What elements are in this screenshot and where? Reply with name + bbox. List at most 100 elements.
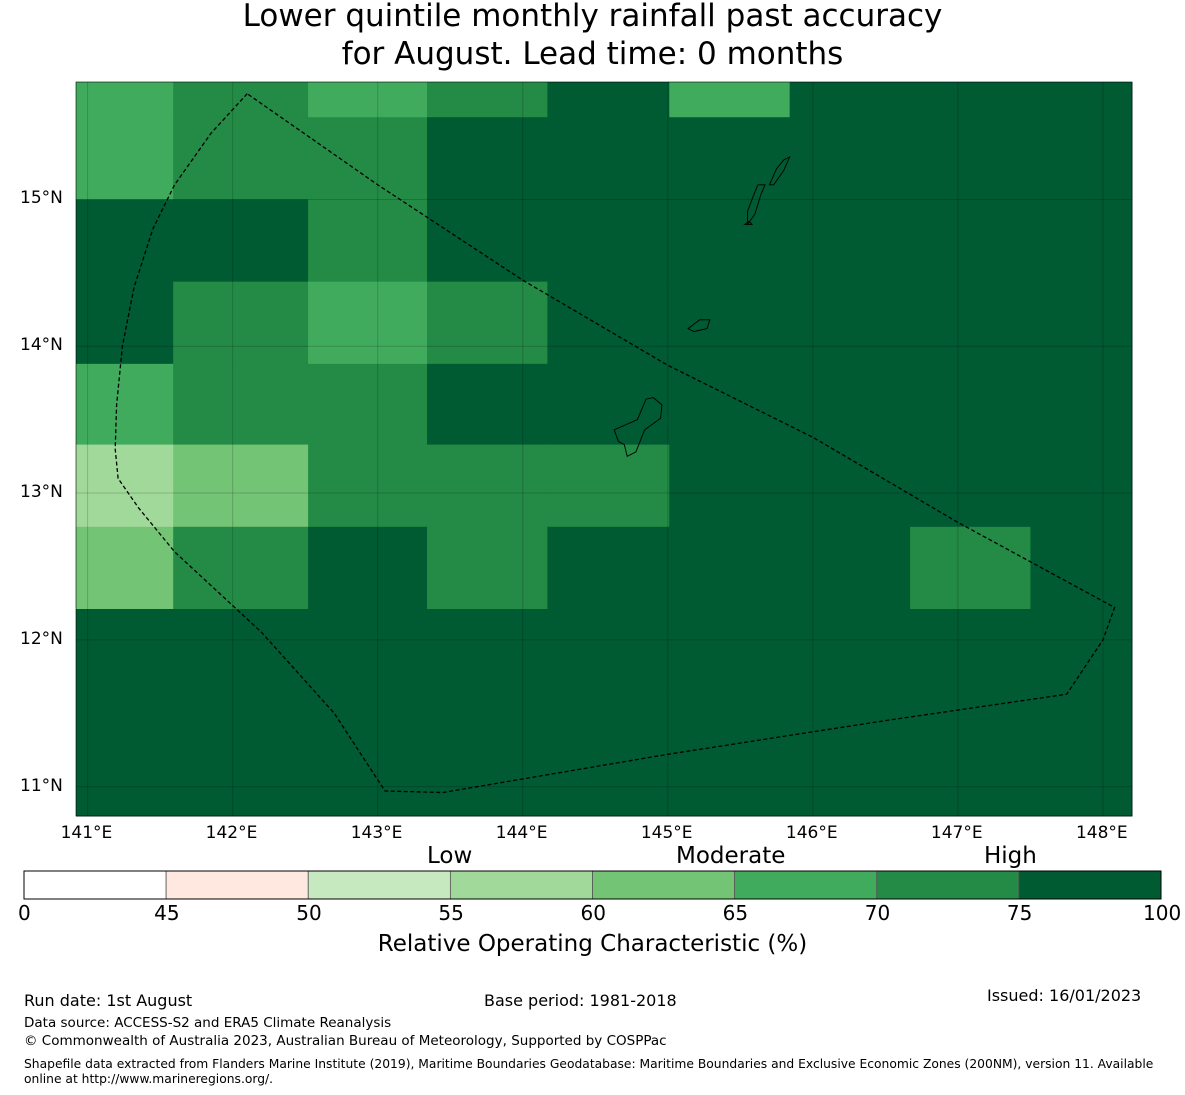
colorbar-tick: 0	[18, 901, 31, 925]
lat-label: 13°N	[20, 482, 63, 503]
grid-cell	[547, 363, 670, 446]
lat-label: 11°N	[20, 775, 63, 796]
grid-cell	[173, 526, 309, 610]
grid-cell	[173, 281, 309, 365]
grid-cell	[173, 199, 309, 283]
grid-cell	[789, 199, 911, 283]
colorbar-tick: 100	[1143, 901, 1182, 925]
grid-cell	[789, 773, 911, 817]
grid-cell	[308, 363, 428, 446]
grid-cell	[547, 609, 670, 692]
grid-cell	[1030, 281, 1133, 365]
grid-cell	[76, 609, 174, 692]
island-outline	[613, 397, 663, 457]
grid-cell	[547, 117, 670, 200]
island-outline	[687, 319, 711, 333]
grid-cell	[669, 117, 791, 200]
grid-cell	[308, 773, 428, 817]
grid-cell	[1030, 117, 1133, 200]
grid-cell	[173, 609, 309, 692]
grid-cell	[427, 281, 548, 365]
lon-label: 143°E	[350, 823, 403, 843]
grid-cell	[308, 691, 428, 774]
eez-boundary-line	[114, 93, 1116, 794]
grid-cell	[308, 82, 428, 118]
lon-label: 147°E	[930, 823, 983, 843]
colorbar-segment	[449, 870, 593, 900]
grid-cell	[789, 526, 911, 610]
issued-date: Issued: 16/01/2023	[987, 986, 1142, 1005]
colorbar-frame	[23, 870, 1162, 900]
grid-cell	[910, 609, 1031, 692]
grid-cell	[308, 281, 428, 365]
grid-cell	[910, 773, 1031, 817]
colorbar-tick: 60	[580, 901, 606, 925]
lon-label: 146°E	[785, 823, 838, 843]
island-outlines	[613, 155, 791, 457]
grid-cell	[669, 363, 791, 446]
map-frame	[75, 81, 1133, 817]
category-low: Low	[427, 843, 473, 869]
category-moderate: Moderate	[676, 843, 786, 869]
grid-cell	[910, 199, 1031, 283]
grid-cell	[76, 773, 174, 817]
grid-cell	[427, 691, 548, 774]
lon-label: 148°E	[1075, 823, 1128, 843]
lat-label: 15°N	[20, 188, 63, 209]
category-high: High	[984, 843, 1037, 869]
grid-cell	[173, 363, 309, 446]
grid-cell	[669, 609, 791, 692]
colorbar-segment	[592, 870, 736, 900]
colorbar-tick: 75	[1006, 901, 1033, 925]
grid-cell	[427, 444, 548, 528]
grid-cell	[308, 526, 428, 610]
island-outline	[747, 184, 766, 226]
grid-cell	[910, 444, 1031, 528]
chart-title-line2: for August. Lead time: 0 months	[341, 36, 844, 72]
grid-cell	[789, 691, 911, 774]
chart-title-line1: Lower quintile monthly rainfall past acc…	[242, 0, 943, 34]
grid-cell	[789, 117, 911, 200]
data-source: Data source: ACCESS-S2 and ERA5 Climate …	[24, 1015, 392, 1031]
colorbar-tick: 45	[154, 901, 180, 925]
grid-cell	[76, 363, 174, 446]
grid-cell	[789, 609, 911, 692]
grid-cell	[427, 82, 548, 118]
grid-cell	[76, 281, 174, 365]
grid-cell	[173, 773, 309, 817]
island-outline	[768, 155, 791, 186]
grid-cell	[76, 117, 174, 200]
lon-label: 145°E	[640, 823, 693, 843]
run-date: Run date: 1st August	[24, 991, 193, 1010]
grid-cell	[669, 281, 791, 365]
grid-cell	[910, 281, 1031, 365]
grid-cell	[547, 526, 670, 610]
lon-label: 144°E	[495, 823, 548, 843]
grid-cell	[308, 609, 428, 692]
grid-cell	[427, 199, 548, 283]
grid-cell	[910, 691, 1031, 774]
grid-cell	[76, 526, 174, 610]
grid-cell	[308, 117, 428, 200]
grid-cell	[173, 444, 309, 528]
copyright-notice: © Commonwealth of Australia 2023, Austra…	[24, 1033, 667, 1049]
island-outline	[743, 220, 754, 225]
colorbar-title: Relative Operating Characteristic (%)	[377, 931, 808, 957]
grid-cell	[1030, 773, 1133, 817]
grid-cell	[76, 444, 174, 528]
grid-cell	[76, 199, 174, 283]
grid-cell	[427, 117, 548, 200]
colorbar-tick: 50	[296, 901, 322, 925]
colorbar-segment	[1018, 870, 1162, 900]
grid-cell	[427, 609, 548, 692]
grid-cell	[1030, 609, 1133, 692]
eez-boundary	[114, 93, 1116, 794]
grid-cell	[910, 526, 1031, 610]
grid-cell	[547, 82, 670, 118]
grid-cell	[1030, 82, 1133, 118]
grid-cell	[547, 281, 670, 365]
grid-cell	[1030, 199, 1133, 283]
grid-cell	[910, 117, 1031, 200]
grid-cell	[789, 82, 911, 118]
